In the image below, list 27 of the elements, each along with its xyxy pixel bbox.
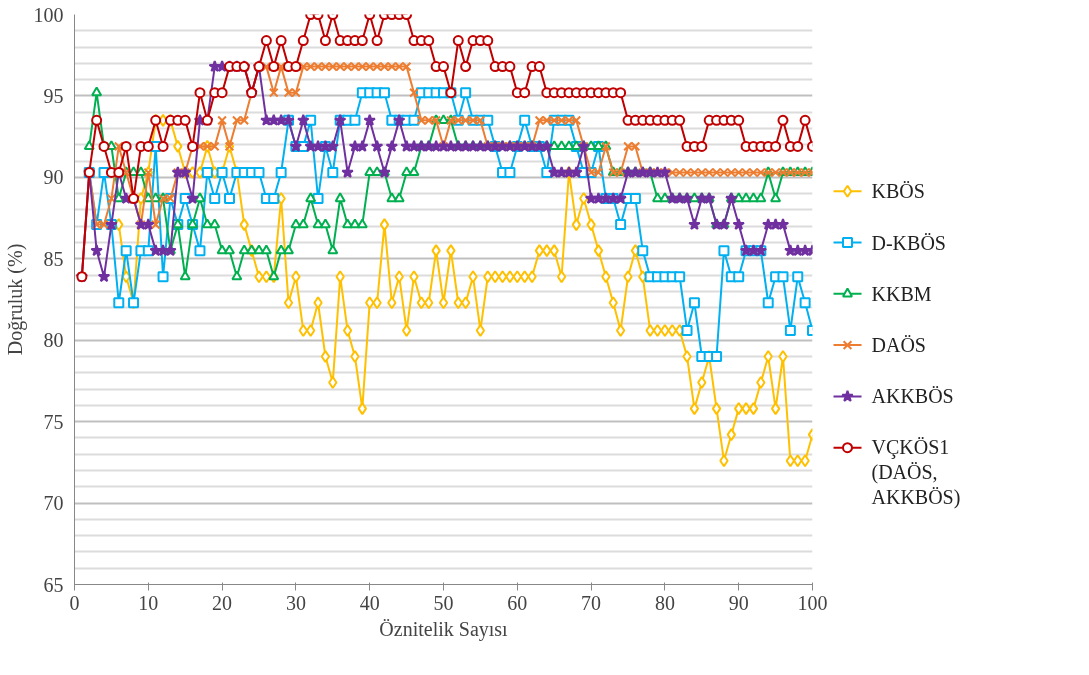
legend-label: KBÖS — [871, 180, 925, 203]
x-tick-label: 90 — [728, 591, 749, 614]
y-tick-label: 85 — [43, 247, 64, 270]
y-tick-label: 75 — [43, 410, 64, 433]
legend-label: D-KBÖS — [871, 231, 946, 254]
legend-label: VÇKÖS1 (DAÖS, AKKBÖS) — [871, 435, 961, 510]
y-tick-label: 100 — [33, 3, 64, 26]
y-tick-label: 90 — [43, 166, 64, 189]
y-axis-title: Doğruluk (%) — [3, 243, 27, 356]
x-axis-title: Öznitelik Sayısı — [379, 617, 509, 641]
x-tick-label: 30 — [285, 591, 306, 614]
y-tick-label: 95 — [43, 84, 64, 107]
x-tick-label: 60 — [507, 591, 528, 614]
y-tick-label: 70 — [43, 492, 64, 515]
x-tick-label: 80 — [654, 591, 675, 614]
x-tick-label: 20 — [212, 591, 233, 614]
x-tick-label: 50 — [433, 591, 454, 614]
y-tick-label: 65 — [43, 573, 64, 596]
x-tick-label: 70 — [581, 591, 602, 614]
x-tick-label: 10 — [138, 591, 159, 614]
x-tick-label: 40 — [359, 591, 380, 614]
legend-label: DAÖS — [871, 334, 926, 357]
legend-label: KKBM — [871, 282, 932, 305]
x-tick-label: 0 — [69, 591, 80, 614]
x-tick-label: 100 — [797, 591, 828, 614]
legend-label: AKKBÖS — [871, 385, 954, 408]
y-tick-label: 80 — [43, 329, 64, 352]
